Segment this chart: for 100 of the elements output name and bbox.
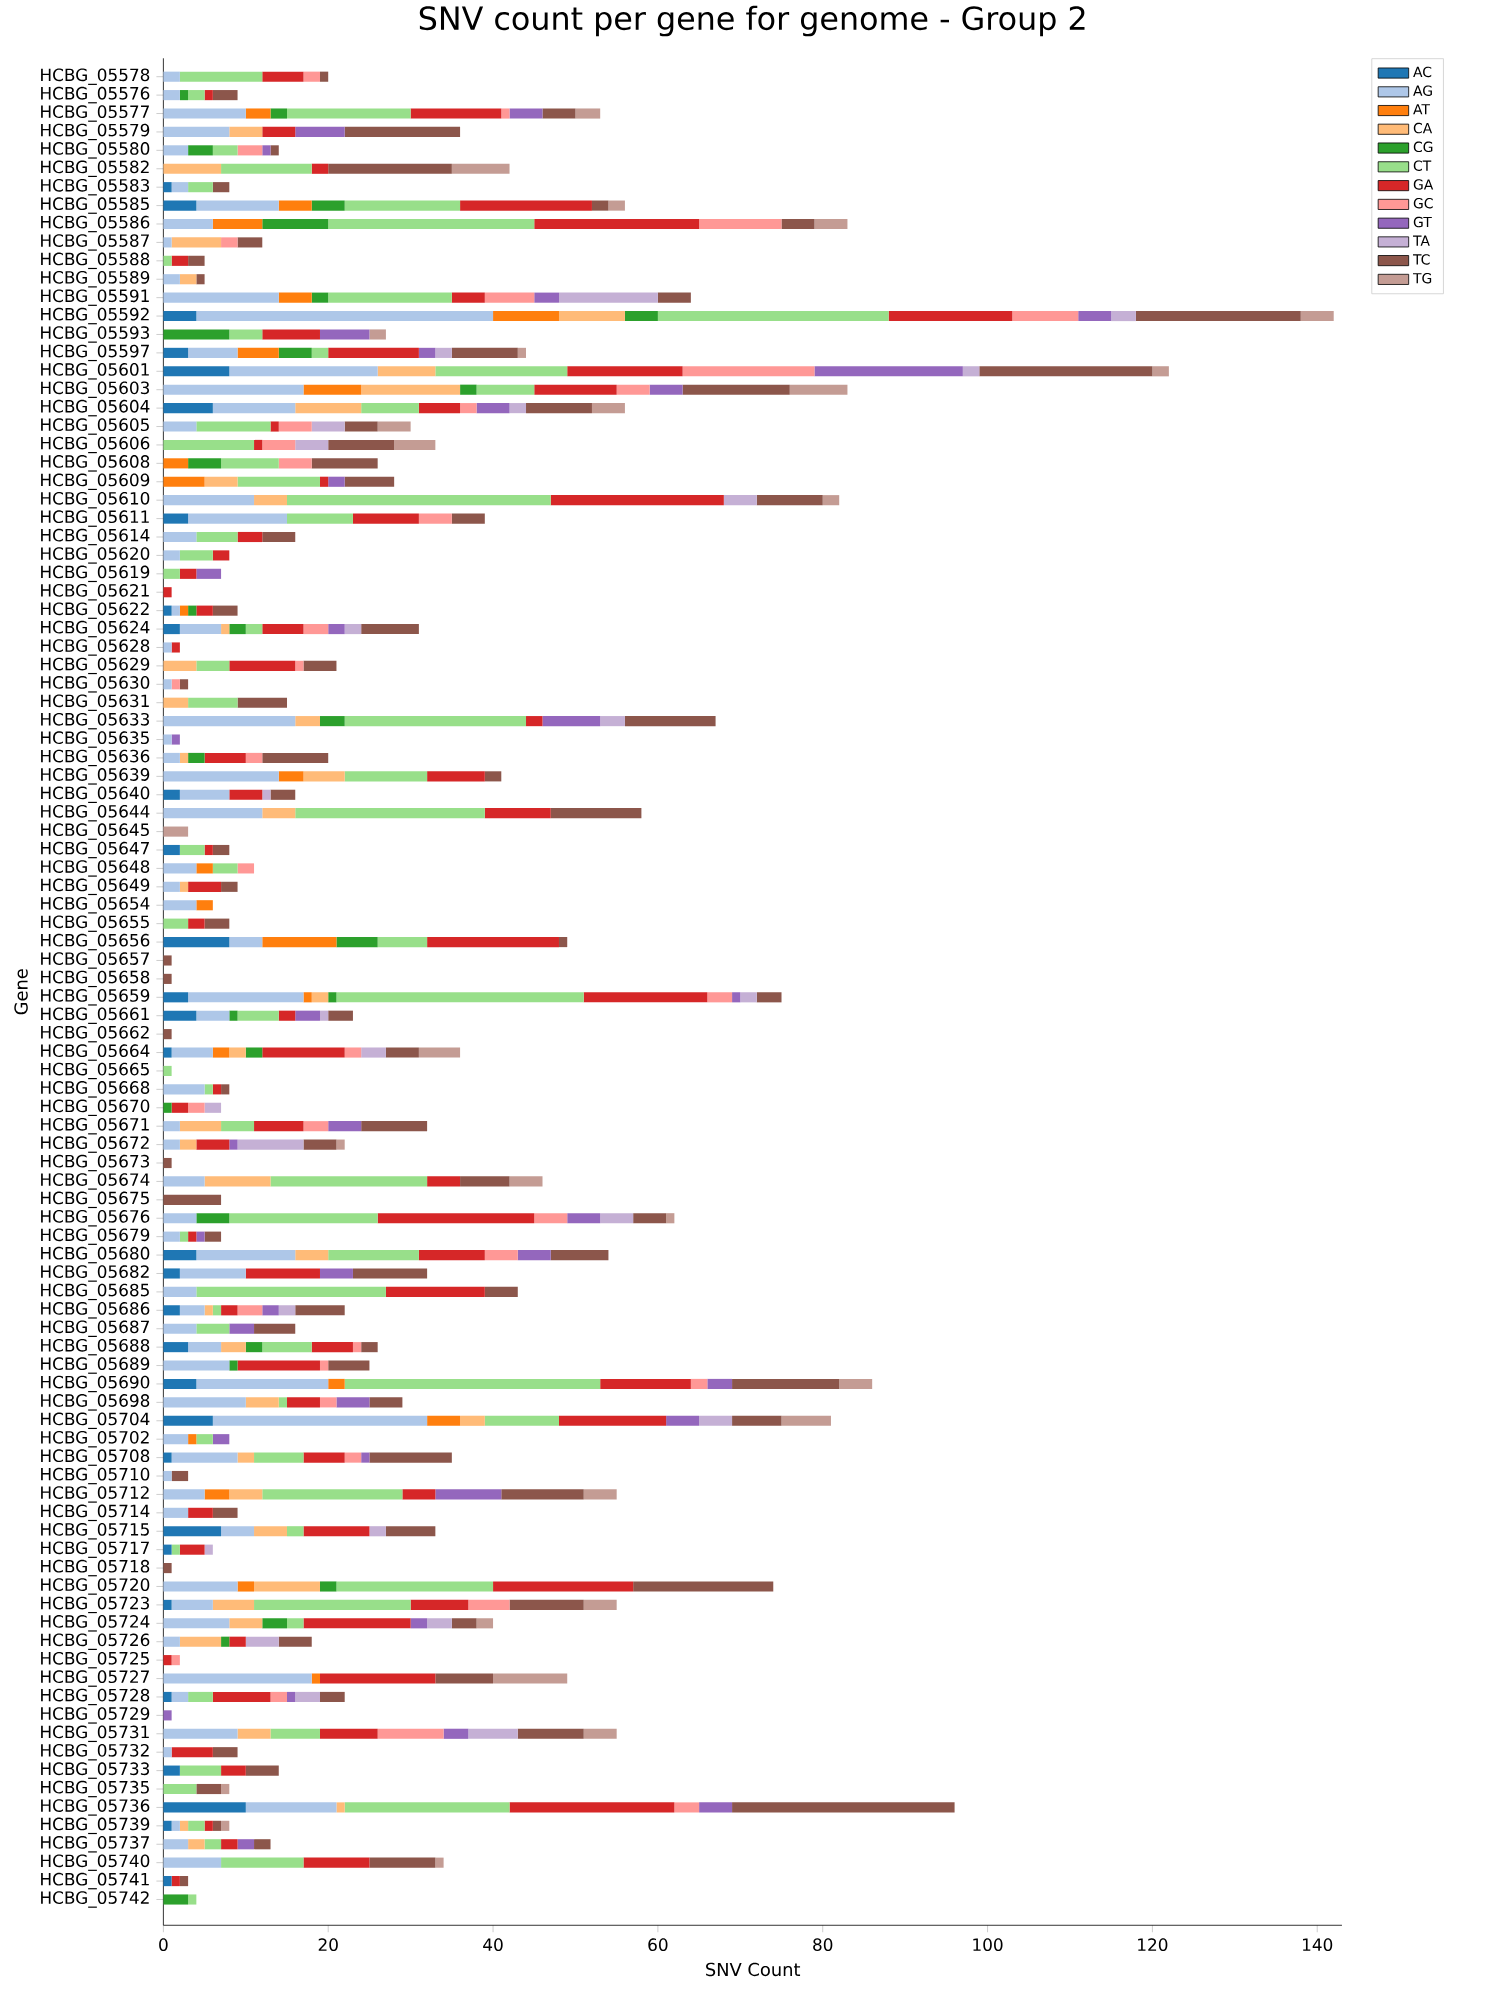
bar — [262, 1489, 403, 1500]
y-tick-label: HCBG_05723 — [40, 1596, 149, 1614]
bar — [270, 421, 279, 432]
bar — [163, 1470, 172, 1482]
bar — [303, 624, 329, 635]
y-tick-label: HCBG_05587 — [40, 234, 149, 251]
bar — [303, 1121, 329, 1132]
bar — [204, 1231, 221, 1242]
y-axis-title: Gene — [14, 969, 28, 1015]
bar — [262, 1305, 279, 1316]
bar — [212, 1084, 221, 1095]
bar — [163, 1563, 172, 1574]
bar — [163, 1176, 205, 1187]
bar — [163, 329, 230, 340]
y-tick-label: HCBG_05640 — [40, 786, 150, 804]
bar — [171, 1102, 188, 1113]
bar — [179, 752, 188, 764]
bar — [286, 495, 551, 506]
bar — [163, 587, 172, 598]
bar — [558, 292, 658, 303]
bar — [163, 476, 205, 487]
bar — [229, 1636, 246, 1647]
x-tick-label: 60 — [648, 1938, 668, 1952]
y-tick-label: HCBG_05609 — [40, 473, 150, 491]
bar — [509, 1599, 584, 1610]
bar — [311, 992, 329, 1003]
bar — [237, 1010, 279, 1021]
bar — [344, 1452, 361, 1463]
bar — [311, 421, 345, 432]
bar — [163, 1655, 172, 1666]
bar — [229, 624, 246, 635]
y-tick-label: HCBG_05577 — [40, 105, 149, 122]
bar — [163, 255, 172, 266]
bar — [286, 513, 353, 524]
bar — [171, 1691, 188, 1703]
bar — [163, 734, 172, 745]
bar — [163, 900, 197, 911]
bar — [229, 1047, 246, 1058]
bar — [237, 347, 279, 358]
bar — [220, 1084, 230, 1095]
bar — [196, 1213, 230, 1224]
bar — [319, 1397, 337, 1408]
bar — [435, 347, 452, 358]
bar — [245, 1397, 279, 1408]
bar — [163, 1342, 188, 1353]
bar — [723, 495, 757, 506]
bar — [567, 366, 683, 377]
bar — [171, 642, 180, 653]
legend-label: GT — [1413, 216, 1432, 228]
bar — [286, 1618, 304, 1629]
bar — [163, 1820, 172, 1831]
bar — [237, 145, 263, 156]
bar — [229, 329, 263, 340]
y-tick-label: HCBG_05624 — [40, 620, 150, 638]
bar — [179, 568, 197, 579]
x-tick-label: 140 — [1302, 1938, 1333, 1952]
bar — [476, 403, 510, 414]
bar — [163, 311, 197, 322]
y-tick-label: HCBG_05647 — [40, 841, 149, 859]
y-tick-label: HCBG_05608 — [40, 455, 150, 472]
bar — [163, 808, 263, 819]
bar — [682, 366, 815, 377]
bar — [163, 1857, 221, 1868]
bar — [163, 1415, 213, 1426]
bar — [171, 1544, 180, 1555]
bar — [163, 1305, 180, 1316]
bar — [278, 200, 312, 211]
bar — [163, 1691, 172, 1703]
y-tick-label: HCBG_05737 — [40, 1836, 149, 1853]
bar — [187, 458, 221, 469]
y-tick-label: HCBG_05645 — [40, 823, 149, 840]
bar — [163, 458, 188, 469]
bar — [220, 1783, 230, 1795]
bar — [245, 1047, 263, 1058]
bar — [196, 1286, 386, 1297]
bar — [435, 366, 568, 377]
bar — [171, 1470, 188, 1482]
bar — [204, 1820, 213, 1831]
bar — [781, 1415, 831, 1426]
y-tick-label: HCBG_05724 — [40, 1615, 150, 1632]
bar — [583, 992, 708, 1003]
bar — [163, 439, 254, 450]
bar — [789, 384, 848, 395]
bar — [344, 624, 361, 635]
bar — [237, 1581, 254, 1592]
legend-label: TG — [1412, 272, 1431, 284]
y-tick-label: HCBG_05718 — [40, 1559, 150, 1577]
bar — [624, 716, 716, 727]
x-tick-label: 40 — [482, 1938, 503, 1952]
y-tick-label: HCBG_05726 — [40, 1633, 150, 1650]
bar — [163, 1010, 197, 1021]
bar — [245, 1342, 263, 1353]
bar — [286, 1397, 320, 1408]
bar — [196, 1139, 230, 1150]
bar — [270, 789, 296, 800]
bar — [163, 1268, 180, 1279]
y-tick-label: HCBG_05606 — [40, 436, 150, 454]
bar — [163, 1047, 172, 1058]
bar — [187, 347, 238, 358]
bar — [979, 366, 1153, 377]
